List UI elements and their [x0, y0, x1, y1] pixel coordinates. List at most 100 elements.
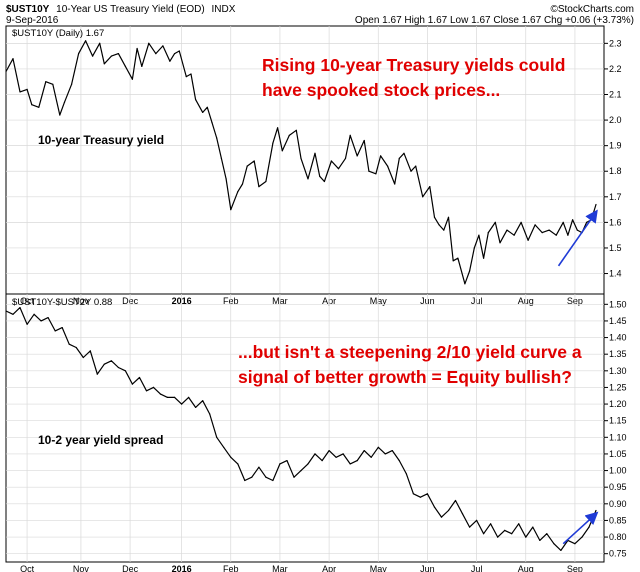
- data-point: [138, 376, 141, 379]
- data-point: [433, 506, 436, 508]
- data-point: [546, 533, 548, 535]
- data-point: [328, 450, 330, 452]
- x-tick-label: Mar: [272, 564, 288, 572]
- data-point: [377, 446, 379, 448]
- data-point: [319, 175, 321, 177]
- data-point: [209, 413, 211, 415]
- data-point: [178, 50, 180, 52]
- data-point: [330, 160, 332, 162]
- y-tick-label: 1.05: [609, 449, 627, 459]
- data-point: [506, 229, 508, 231]
- data-point: [99, 42, 101, 44]
- data-point: [295, 129, 297, 131]
- x-tick-label: Apr: [322, 564, 336, 572]
- data-point: [169, 60, 171, 62]
- data-point: [40, 320, 42, 322]
- data-point: [307, 463, 309, 465]
- y-tick-label: 0.95: [609, 482, 627, 492]
- data-point: [195, 99, 197, 101]
- series-line: [5, 40, 597, 285]
- data-point: [504, 529, 506, 532]
- data-point: [380, 155, 382, 157]
- data-point: [124, 370, 126, 372]
- data-point: [469, 526, 471, 528]
- data-point: [61, 327, 63, 329]
- data-point: [230, 456, 232, 458]
- data-point: [117, 366, 119, 369]
- data-point: [405, 473, 407, 475]
- y-axis: 1.50 1.45 1.40 1.35 1.30 1.25 1.20 1.15 1.10 1.05…: [604, 299, 627, 559]
- data-point: [117, 53, 119, 55]
- y-tick-label: 1.4: [609, 269, 622, 279]
- data-point: [415, 165, 417, 167]
- data-point: [265, 476, 267, 478]
- data-point: [314, 453, 316, 455]
- data-point: [185, 76, 187, 78]
- data-point: [344, 157, 347, 159]
- data-point: [527, 239, 529, 241]
- grid: [6, 26, 604, 294]
- data-point: [188, 396, 190, 398]
- data-point: [422, 196, 424, 198]
- data-point: [225, 178, 227, 180]
- data-point: [483, 533, 485, 535]
- data-point: [363, 450, 365, 452]
- data-point: [349, 134, 351, 136]
- data-point: [103, 63, 105, 65]
- data-point: [253, 160, 255, 162]
- series-legend: $UST10Y (Daily) 1.67: [12, 28, 104, 39]
- data-point: [47, 317, 49, 319]
- y-tick-label: 1.8: [609, 166, 622, 176]
- data-point: [513, 234, 515, 236]
- trend-arrow: [557, 209, 598, 267]
- data-point: [398, 157, 400, 159]
- data-point: [45, 81, 47, 83]
- data-point: [532, 526, 534, 528]
- data-point: [410, 170, 412, 172]
- data-point: [342, 453, 344, 455]
- data-point: [96, 373, 98, 375]
- data-point: [202, 400, 204, 402]
- x-tick-label: 2016: [172, 564, 192, 572]
- x-axis: Oct Nov Dec 2016 Feb Mar Apr May Jun Jul Aug Sep: [20, 564, 583, 572]
- y-tick-label: 1.40: [609, 333, 627, 343]
- data-point: [19, 307, 21, 309]
- annotation-line-2: signal of better growth = Equity bullish…: [238, 367, 572, 387]
- data-point: [265, 180, 267, 183]
- data-point: [206, 106, 208, 108]
- data-point: [5, 70, 7, 73]
- data-point: [321, 460, 323, 462]
- stockcharts-logo: ©StockCharts.com: [550, 4, 634, 15]
- y-tick-label: 0.80: [609, 532, 627, 542]
- x-tick-label: Jul: [471, 564, 483, 572]
- data-point: [244, 479, 246, 482]
- data-point: [216, 436, 218, 438]
- data-point: [181, 403, 183, 405]
- data-point: [195, 406, 197, 408]
- data-point: [511, 533, 513, 535]
- data-point: [560, 549, 562, 552]
- data-point: [246, 165, 248, 167]
- data-point: [300, 157, 302, 159]
- data-point: [541, 232, 543, 234]
- data-point: [398, 460, 400, 462]
- y-tick-label: 1.45: [609, 316, 627, 326]
- data-point: [461, 513, 464, 515]
- y-tick-label: 1.5: [609, 243, 622, 253]
- data-point: [499, 242, 501, 244]
- data-point: [443, 229, 445, 231]
- data-point: [241, 183, 244, 185]
- data-point: [454, 499, 457, 502]
- data-point: [237, 191, 239, 193]
- data-point: [586, 221, 588, 223]
- y-tick-label: 2.2: [609, 64, 622, 74]
- y-tick-label: 1.25: [609, 382, 627, 392]
- data-point: [476, 519, 478, 522]
- data-point: [562, 221, 564, 223]
- data-point: [539, 539, 541, 542]
- x-tick-label: Dec: [122, 564, 139, 572]
- data-point: [433, 216, 436, 218]
- data-point: [26, 323, 28, 325]
- data-point: [89, 350, 91, 352]
